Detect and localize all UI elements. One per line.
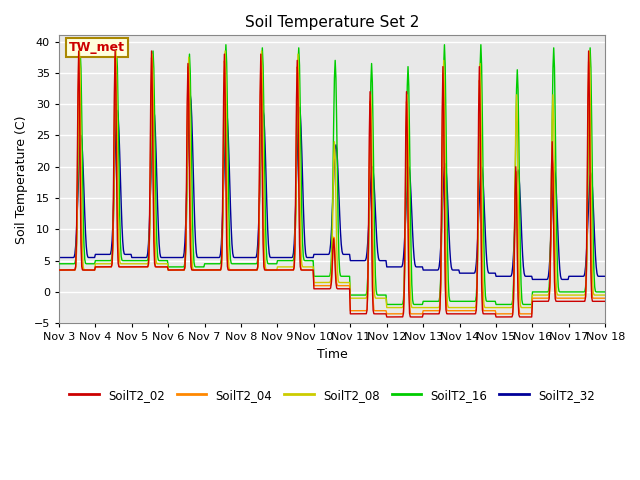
SoilT2_04 (383, 311, 390, 317)
SoilT2_08 (383, 305, 390, 311)
SoilT2_04 (55, 267, 63, 273)
SoilT2_08 (432, 305, 440, 311)
X-axis label: Time: Time (317, 348, 348, 361)
SoilT2_04 (111, 55, 119, 60)
SoilT2_02 (602, 299, 609, 304)
SoilT2_08 (378, 295, 385, 301)
SoilT2_16 (324, 274, 332, 279)
SoilT2_04 (324, 283, 332, 288)
SoilT2_32 (553, 199, 561, 205)
SoilT2_16 (553, 234, 561, 240)
SoilT2_32 (529, 276, 536, 282)
SoilT2_32 (55, 254, 63, 260)
SoilT2_02 (199, 267, 207, 273)
Text: TW_met: TW_met (68, 41, 125, 54)
SoilT2_32 (431, 267, 439, 273)
SoilT2_16 (198, 264, 206, 270)
SoilT2_16 (175, 264, 182, 270)
SoilT2_02 (176, 267, 184, 273)
SoilT2_04 (199, 267, 207, 273)
SoilT2_02 (383, 314, 390, 320)
SoilT2_08 (176, 267, 184, 273)
SoilT2_04 (176, 267, 184, 273)
SoilT2_02 (55, 267, 63, 273)
Line: SoilT2_02: SoilT2_02 (59, 51, 605, 317)
SoilT2_16 (378, 292, 385, 298)
Title: Soil Temperature Set 2: Soil Temperature Set 2 (245, 15, 419, 30)
SoilT2_08 (55, 267, 63, 273)
SoilT2_02 (553, 299, 561, 304)
SoilT2_04 (378, 308, 385, 313)
SoilT2_32 (186, 92, 194, 97)
SoilT2_16 (432, 299, 440, 304)
SoilT2_32 (175, 254, 182, 260)
Y-axis label: Soil Temperature (C): Soil Temperature (C) (15, 115, 28, 243)
SoilT2_02 (432, 311, 440, 317)
SoilT2_08 (76, 48, 83, 54)
SoilT2_32 (324, 252, 332, 257)
Line: SoilT2_32: SoilT2_32 (59, 95, 605, 279)
SoilT2_16 (383, 301, 390, 307)
SoilT2_02 (378, 311, 385, 317)
SoilT2_16 (222, 42, 230, 48)
SoilT2_32 (378, 258, 385, 264)
Line: SoilT2_16: SoilT2_16 (59, 45, 605, 304)
SoilT2_08 (324, 280, 332, 286)
SoilT2_16 (602, 289, 609, 295)
SoilT2_04 (553, 295, 561, 301)
SoilT2_08 (553, 289, 561, 295)
SoilT2_32 (199, 254, 207, 260)
SoilT2_02 (324, 286, 332, 292)
SoilT2_02 (75, 48, 83, 54)
Line: SoilT2_04: SoilT2_04 (59, 58, 605, 314)
SoilT2_16 (55, 261, 63, 267)
SoilT2_08 (199, 267, 207, 273)
SoilT2_04 (432, 308, 440, 313)
SoilT2_04 (602, 295, 609, 301)
Line: SoilT2_08: SoilT2_08 (59, 51, 605, 308)
SoilT2_08 (602, 292, 609, 298)
Legend: SoilT2_02, SoilT2_04, SoilT2_08, SoilT2_16, SoilT2_32: SoilT2_02, SoilT2_04, SoilT2_08, SoilT2_… (65, 384, 600, 406)
SoilT2_32 (602, 274, 609, 279)
